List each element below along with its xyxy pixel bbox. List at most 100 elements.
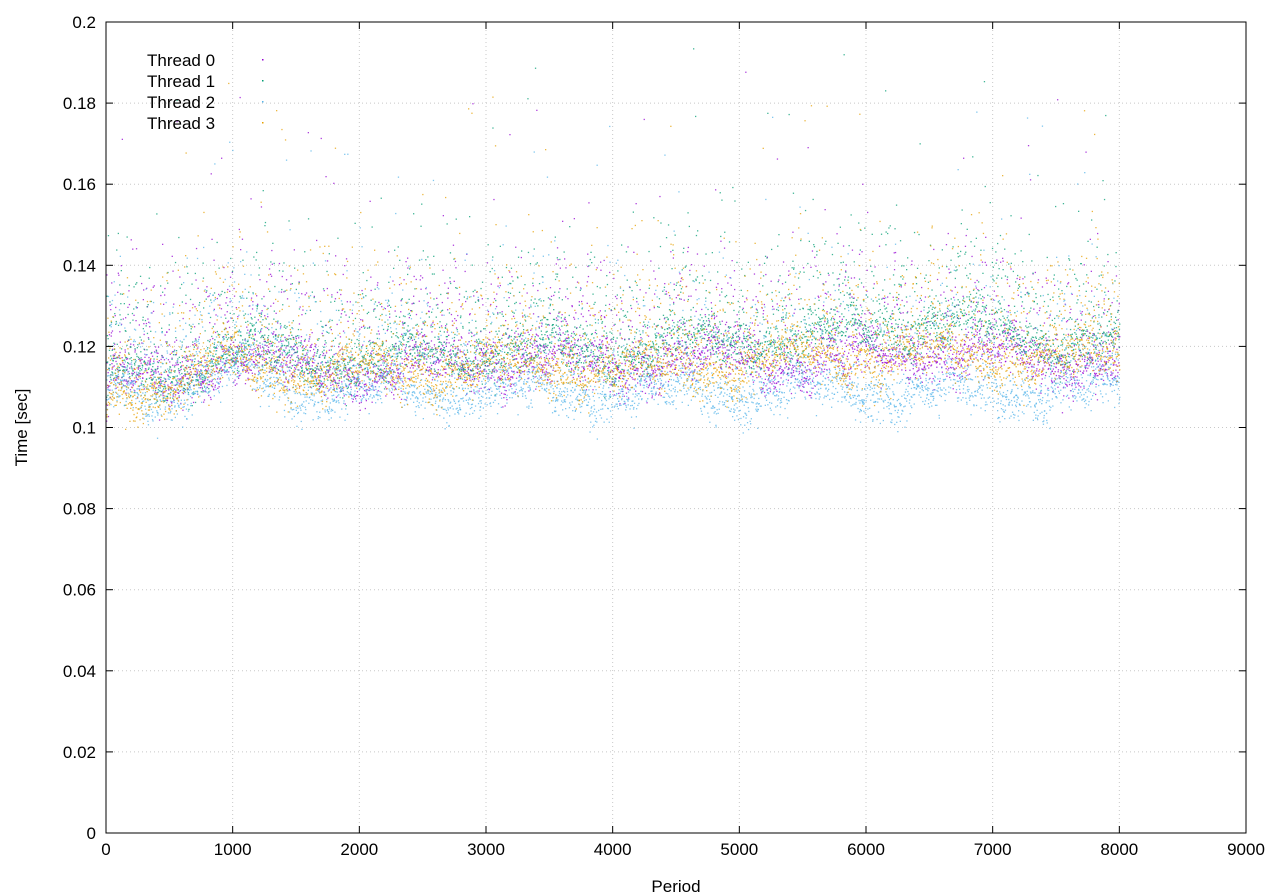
data-point: [479, 367, 481, 369]
data-point: [599, 367, 601, 369]
data-point: [335, 396, 338, 398]
data-point: [115, 357, 118, 359]
data-point: [237, 365, 239, 368]
data-point: [233, 364, 236, 366]
data-point: [908, 382, 910, 384]
data-point: [657, 332, 660, 334]
data-point: [882, 297, 884, 299]
data-point: [586, 302, 588, 304]
data-point: [621, 362, 623, 365]
data-point: [413, 364, 415, 367]
data-point: [272, 336, 275, 338]
data-point: [143, 333, 145, 336]
data-point: [257, 362, 259, 364]
data-point: [718, 346, 721, 349]
data-point: [141, 384, 143, 386]
data-point: [546, 371, 548, 374]
data-point: [267, 346, 270, 348]
data-point: [113, 377, 115, 380]
data-point: [186, 365, 188, 367]
data-point: [692, 353, 694, 355]
data-point: [669, 370, 671, 373]
data-point: [323, 377, 325, 380]
data-point: [322, 364, 324, 366]
data-point: [168, 376, 170, 378]
data-point: [912, 360, 915, 362]
data-point: [599, 339, 601, 341]
data-point: [719, 364, 721, 366]
data-point: [216, 241, 218, 244]
data-point: [954, 286, 956, 288]
data-point: [1010, 329, 1013, 331]
data-point: [768, 367, 770, 369]
data-point: [651, 354, 654, 356]
data-point: [560, 320, 562, 323]
data-point: [841, 355, 843, 357]
data-point: [1072, 376, 1074, 379]
data-point: [698, 365, 700, 368]
data-point: [319, 379, 321, 382]
data-point: [235, 346, 237, 348]
data-point: [689, 358, 691, 361]
data-point: [307, 363, 310, 366]
data-point: [804, 361, 806, 364]
data-point: [343, 366, 345, 368]
data-point: [154, 376, 156, 378]
data-point: [1094, 375, 1096, 378]
data-point: [599, 344, 601, 346]
data-point: [137, 344, 139, 346]
data-point: [855, 362, 857, 364]
data-point: [340, 386, 342, 388]
data-point: [952, 366, 954, 369]
data-point: [1046, 354, 1048, 356]
data-point: [663, 339, 665, 341]
data-point: [914, 377, 917, 379]
data-point: [138, 365, 140, 367]
data-point: [469, 314, 471, 316]
data-point: [384, 360, 386, 362]
data-point: [321, 382, 324, 384]
data-point: [327, 379, 329, 381]
data-point: [186, 266, 188, 268]
data-point: [898, 365, 900, 367]
data-point: [330, 384, 332, 386]
data-point: [232, 353, 234, 356]
data-point: [276, 346, 278, 348]
data-point: [188, 372, 190, 374]
data-point: [951, 324, 953, 327]
data-point: [1070, 308, 1072, 310]
data-point: [313, 354, 315, 356]
data-point: [979, 310, 981, 312]
data-point: [338, 343, 340, 345]
data-point: [936, 366, 938, 368]
data-point: [746, 363, 748, 366]
data-point: [253, 338, 255, 340]
data-point: [146, 306, 148, 308]
data-point: [130, 380, 133, 382]
data-point: [369, 200, 371, 202]
data-point: [589, 314, 591, 316]
data-point: [719, 294, 721, 296]
data-point: [843, 368, 845, 371]
data-point: [1108, 343, 1110, 345]
data-point: [1083, 264, 1085, 266]
data-point: [972, 318, 974, 321]
data-point: [179, 383, 181, 385]
data-point: [1106, 375, 1109, 377]
data-point: [314, 370, 316, 373]
data-point: [519, 334, 522, 336]
data-point: [737, 361, 739, 363]
data-point: [704, 314, 706, 316]
data-point: [716, 348, 718, 350]
data-point: [984, 344, 986, 347]
data-point: [1047, 368, 1049, 370]
data-point: [208, 388, 210, 390]
data-point: [236, 357, 238, 359]
data-point: [465, 300, 467, 303]
data-point: [857, 358, 859, 360]
data-point: [303, 371, 306, 373]
data-point: [793, 370, 795, 372]
data-point: [513, 370, 515, 373]
data-point: [714, 316, 716, 318]
data-point: [635, 368, 637, 370]
